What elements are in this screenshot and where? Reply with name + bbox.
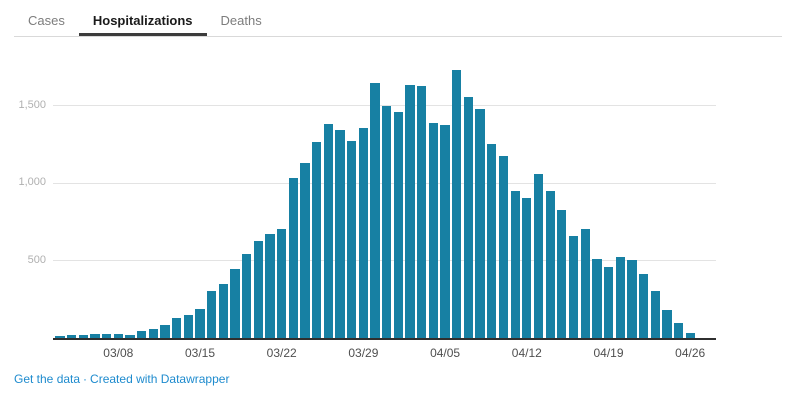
chart-footer: Get the data · Created with Datawrapper <box>14 372 229 386</box>
bar-03/04[interactable] <box>66 334 77 338</box>
bar-04/26[interactable] <box>685 333 695 338</box>
x-axis-tick-label: 03/22 <box>266 346 297 360</box>
get-the-data-link[interactable]: Get the data <box>14 372 81 386</box>
bar-04/15[interactable] <box>557 209 567 338</box>
bar-03/10[interactable] <box>137 330 147 338</box>
y-axis-tick-label: 500 <box>27 253 46 266</box>
bar-04/13[interactable] <box>533 174 544 338</box>
bar-03/09[interactable] <box>125 334 135 338</box>
bar-03/29[interactable] <box>358 128 369 338</box>
bar-03/06[interactable] <box>90 334 100 338</box>
bar-03/19[interactable] <box>242 254 252 338</box>
bar-03/30[interactable] <box>370 83 380 338</box>
bar-03/21[interactable] <box>265 233 275 338</box>
x-axis-tick-label: 04/05 <box>430 346 461 360</box>
x-axis-tick-label: 03/15 <box>184 346 216 360</box>
bar-03/24[interactable] <box>300 162 310 338</box>
bar-04/23[interactable] <box>650 291 660 338</box>
bar-03/11[interactable] <box>148 328 158 338</box>
bar-04/11[interactable] <box>510 191 520 338</box>
tab-cases[interactable]: Cases <box>28 13 65 28</box>
bar-04/17[interactable] <box>580 229 590 338</box>
bar-04/07[interactable] <box>463 97 474 338</box>
bar-03/07[interactable] <box>101 333 112 338</box>
bar-03/12[interactable] <box>160 324 170 338</box>
bar-03/13[interactable] <box>172 317 182 338</box>
bar-04/20[interactable] <box>615 257 625 338</box>
x-axis-tick-label: 04/19 <box>593 346 624 360</box>
bar-04/02[interactable] <box>405 85 415 338</box>
bar-03/28[interactable] <box>347 140 357 338</box>
bar-04/03[interactable] <box>417 85 427 338</box>
bar-03/26[interactable] <box>323 124 334 338</box>
bar-04/01[interactable] <box>393 111 404 338</box>
x-axis-line <box>53 338 716 340</box>
bar-04/04[interactable] <box>428 122 439 338</box>
bar-03/22[interactable] <box>277 228 287 338</box>
bar-04/10[interactable] <box>498 155 509 338</box>
x-axis-tick-label: 03/08 <box>103 346 134 360</box>
bar-03/17[interactable] <box>218 284 229 338</box>
bar-03/03[interactable] <box>55 336 65 338</box>
x-axis-tick-label: 04/12 <box>511 346 542 360</box>
bar-03/16[interactable] <box>207 291 217 338</box>
tab-hospitalizations[interactable]: Hospitalizations <box>78 6 207 36</box>
datawrapper-credit-link[interactable]: Created with Datawrapper <box>90 372 230 386</box>
bar-04/14[interactable] <box>545 190 555 338</box>
bar-04/19[interactable] <box>603 266 614 338</box>
bar-04/24[interactable] <box>662 310 672 338</box>
bar-03/27[interactable] <box>335 129 345 338</box>
bar-03/18[interactable] <box>230 268 240 338</box>
bar-03/15[interactable] <box>195 309 205 338</box>
bar-04/12[interactable] <box>522 197 532 338</box>
bar-03/20[interactable] <box>253 240 264 338</box>
bar-03/14[interactable] <box>183 315 193 338</box>
bar-03/31[interactable] <box>382 105 392 338</box>
bar-04/05[interactable] <box>440 125 450 338</box>
bar-04/16[interactable] <box>568 236 579 338</box>
bar-04/09[interactable] <box>487 143 497 338</box>
y-axis-tick-label: 1,000 <box>18 176 46 189</box>
bar-04/18[interactable] <box>592 258 602 338</box>
bar-04/22[interactable] <box>638 273 649 338</box>
tab-bar: Cases Hospitalizations Deaths <box>14 6 782 37</box>
x-axis-tick-label: 04/26 <box>675 346 706 360</box>
bar-04/25[interactable] <box>673 322 684 338</box>
bar-04/06[interactable] <box>452 70 462 338</box>
bar-03/08[interactable] <box>113 334 123 338</box>
gridline-1,500 <box>53 105 716 107</box>
footer-separator: · <box>83 372 88 386</box>
bar-04/21[interactable] <box>627 259 637 338</box>
x-axis-tick-label: 03/29 <box>348 346 379 360</box>
y-axis-tick-label: 1,500 <box>18 98 46 111</box>
bar-03/05[interactable] <box>78 335 88 338</box>
bar-04/08[interactable] <box>475 109 485 338</box>
bar-03/23[interactable] <box>288 177 299 338</box>
bar-03/25[interactable] <box>312 141 322 338</box>
tab-deaths[interactable]: Deaths <box>220 13 262 28</box>
